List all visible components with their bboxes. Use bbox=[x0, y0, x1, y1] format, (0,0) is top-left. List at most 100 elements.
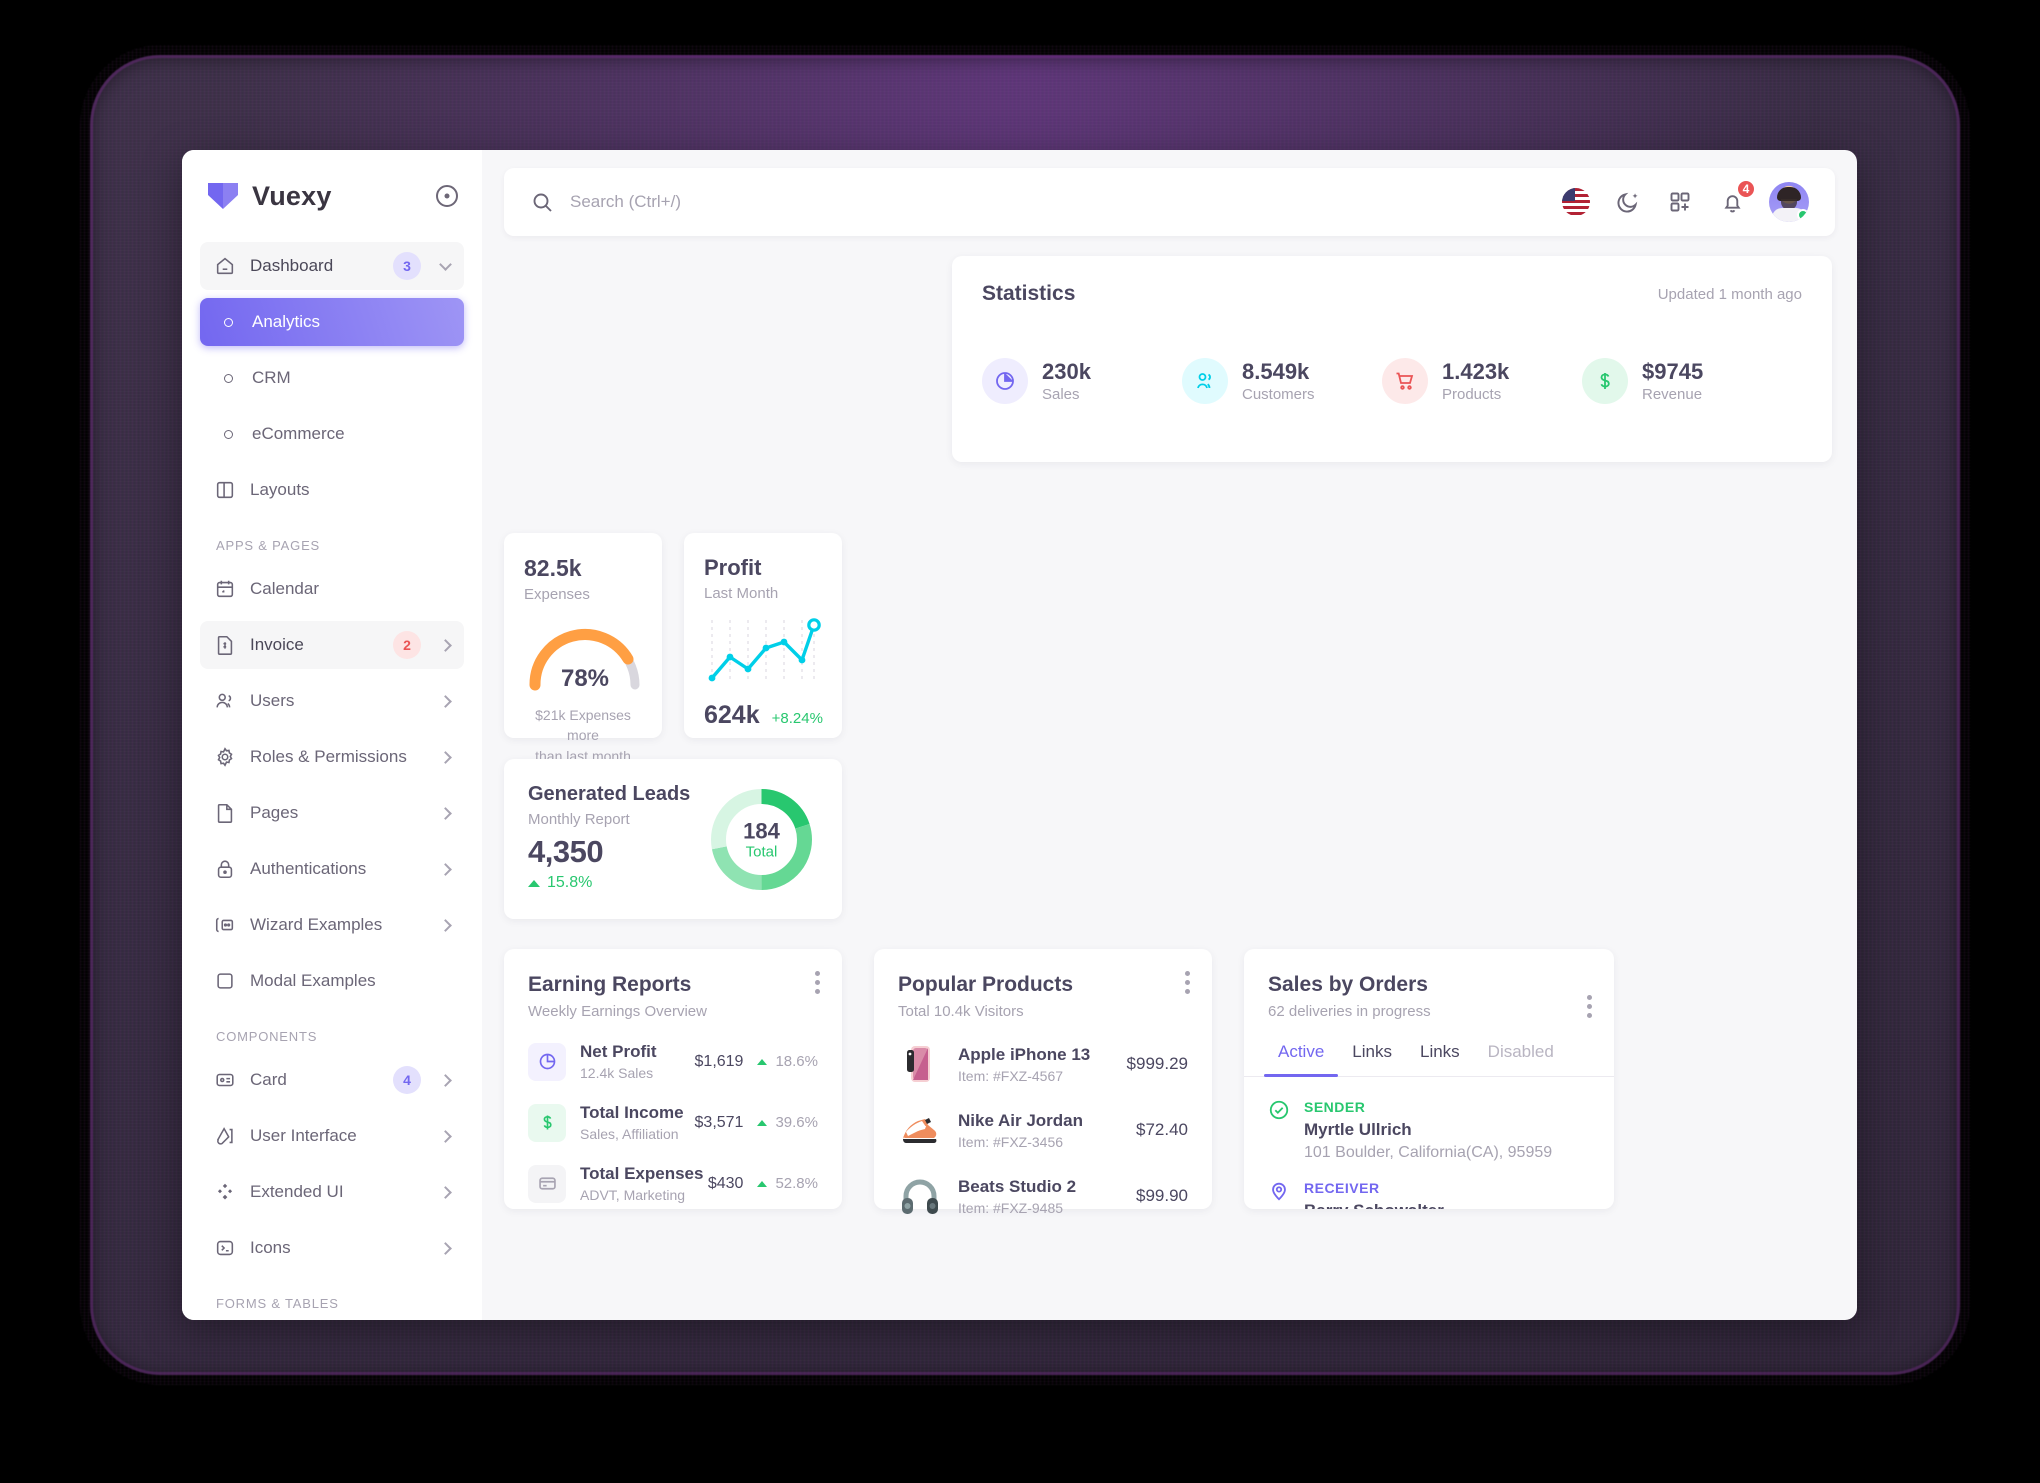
sidebar-nav: Dashboard 3 Analytics CRM eCommerce La bbox=[182, 242, 482, 1320]
shortcuts-button[interactable] bbox=[1665, 187, 1695, 217]
earning-row-title: Total Expenses bbox=[580, 1164, 704, 1183]
notifications-button[interactable]: 4 bbox=[1717, 179, 1756, 217]
leads-title: Generated Leads bbox=[528, 783, 691, 805]
statistic-label: Products bbox=[1442, 386, 1502, 404]
chevron-right-icon[interactable] bbox=[439, 1129, 452, 1143]
caret-up-icon bbox=[757, 1180, 768, 1187]
chevron-right-icon[interactable] bbox=[439, 1185, 452, 1199]
profit-card: Profit Last Month 624k +8.24% bbox=[684, 533, 842, 738]
earning-row-change: 52.8% bbox=[757, 1175, 818, 1192]
sidebar-item-ecommerce[interactable]: eCommerce bbox=[200, 410, 464, 458]
statistic-value: 1.423k bbox=[1442, 358, 1510, 384]
grid-plus-icon bbox=[1670, 192, 1690, 212]
sidebar-item-label: Users bbox=[250, 691, 295, 710]
sidebar-item-users[interactable]: Users bbox=[200, 677, 464, 725]
sidebar-item-roles-permissions[interactable]: Roles & Permissions bbox=[200, 733, 464, 781]
leads-value: 4,350 bbox=[528, 834, 604, 869]
sales-tabs: Active Links Links Disabled bbox=[1244, 1042, 1614, 1077]
invoice-icon bbox=[217, 635, 233, 655]
product-price: $72.40 bbox=[1136, 1120, 1188, 1139]
sidebar-item-card[interactable]: Card 4 bbox=[200, 1056, 464, 1104]
sidebar-item-icons[interactable]: Icons bbox=[200, 1224, 464, 1272]
timeline-name: Barry Schowalter bbox=[1304, 1201, 1550, 1209]
chevron-right-icon[interactable] bbox=[439, 806, 452, 820]
sidebar-item-invoice[interactable]: Invoice 2 bbox=[200, 621, 464, 669]
tab-active[interactable]: Active bbox=[1264, 1042, 1339, 1077]
sales-timeline: SENDER Myrtle Ullrich 101 Boulder, Calif… bbox=[1244, 1077, 1614, 1209]
brand-name: Vuexy bbox=[252, 180, 332, 211]
vuexy-heart-logo-icon bbox=[208, 183, 238, 209]
calendar-icon bbox=[216, 580, 234, 598]
more-options-icon[interactable] bbox=[1185, 971, 1190, 998]
more-options-icon[interactable] bbox=[1587, 995, 1592, 1022]
sidebar-item-pages[interactable]: Pages bbox=[200, 789, 464, 837]
sidebar-item-dashboard[interactable]: Dashboard 3 bbox=[200, 242, 464, 290]
terminal-icon bbox=[216, 1240, 234, 1256]
modal-square-icon bbox=[217, 973, 233, 989]
chevron-right-icon[interactable] bbox=[439, 862, 452, 876]
card-title: Statistics bbox=[982, 282, 1076, 305]
card-subtitle: 62 deliveries in progress bbox=[1268, 1003, 1431, 1020]
chevron-right-icon[interactable] bbox=[439, 1073, 452, 1087]
more-options-icon[interactable] bbox=[815, 971, 820, 998]
caret-up-icon bbox=[757, 1119, 768, 1126]
sidebar-item-modal-examples[interactable]: Modal Examples bbox=[200, 957, 464, 1005]
expenses-value: 82.5k bbox=[524, 555, 582, 581]
chevron-right-icon[interactable] bbox=[439, 918, 452, 932]
users-icon bbox=[216, 693, 232, 708]
language-selector[interactable] bbox=[1561, 187, 1591, 217]
expenses-gauge-chart: 78% bbox=[524, 617, 646, 692]
chevron-right-icon[interactable] bbox=[439, 694, 452, 708]
earning-row-subtitle: 12.4k Sales bbox=[580, 1065, 654, 1081]
product-row-iphone: Apple iPhone 13 Item: #FXZ-4567 $999.29 bbox=[898, 1042, 1188, 1086]
theme-toggle-button[interactable] bbox=[1613, 187, 1643, 217]
pin-circle-icon[interactable] bbox=[436, 185, 458, 207]
earning-row-percent: 18.6% bbox=[775, 1053, 818, 1070]
statistics-items: 230k Sales 8.549k C bbox=[982, 358, 1802, 404]
avatar-hair bbox=[1777, 187, 1801, 201]
chevron-down-icon[interactable] bbox=[439, 257, 452, 271]
sidebar-item-label: Dashboard bbox=[250, 256, 334, 275]
product-row-nike: Nike Air Jordan Item: #FXZ-3456 $72.40 bbox=[898, 1108, 1188, 1152]
us-flag-icon bbox=[1562, 188, 1590, 216]
timeline-name: Myrtle Ullrich bbox=[1304, 1120, 1412, 1139]
sidebar-item-user-interface[interactable]: User Interface bbox=[200, 1112, 464, 1160]
timeline-role: SENDER bbox=[1304, 1099, 1366, 1115]
earning-row-title: Net Profit bbox=[580, 1042, 657, 1061]
sidebar: Vuexy Dashboard 3 Analytics CRM bbox=[182, 150, 482, 1320]
tab-links-2[interactable]: Links bbox=[1419, 1042, 1460, 1061]
sidebar-item-label: Calendar bbox=[250, 579, 319, 598]
caret-up-icon bbox=[528, 879, 540, 887]
sidebar-item-wizard-examples[interactable]: Wizard Examples bbox=[200, 901, 464, 949]
sidebar-item-label: User Interface bbox=[250, 1126, 357, 1145]
chevron-right-icon[interactable] bbox=[439, 750, 452, 764]
sidebar-item-label: Layouts bbox=[250, 480, 310, 499]
pie-chart-icon bbox=[528, 1042, 566, 1081]
sidebar-item-layouts[interactable]: Layouts bbox=[200, 466, 464, 514]
sidebar-item-label: Pages bbox=[250, 803, 299, 822]
card-title: Earning Reports bbox=[528, 973, 692, 996]
card-title: Sales by Orders bbox=[1268, 973, 1428, 996]
brand[interactable]: Vuexy bbox=[182, 150, 482, 242]
profit-value: 624k bbox=[704, 701, 760, 729]
tab-links-1[interactable]: Links bbox=[1352, 1042, 1392, 1061]
avatar[interactable] bbox=[1769, 182, 1809, 222]
leads-donut-label: Total bbox=[745, 843, 778, 861]
sidebar-item-extended-ui[interactable]: Extended UI bbox=[200, 1168, 464, 1216]
sidebar-item-calendar[interactable]: Calendar bbox=[200, 565, 464, 613]
card-subtitle: Total 10.4k Visitors bbox=[898, 1003, 1024, 1020]
sidebar-item-crm[interactable]: CRM bbox=[200, 354, 464, 402]
sales-header: Sales by Orders 62 deliveries in progres… bbox=[1244, 973, 1614, 1020]
dollar-icon bbox=[528, 1103, 566, 1142]
search-bar[interactable] bbox=[530, 190, 1561, 214]
chevron-right-icon[interactable] bbox=[439, 638, 452, 652]
sidebar-badge: 2 bbox=[393, 631, 421, 659]
chevron-right-icon[interactable] bbox=[439, 1241, 452, 1255]
bullet-dot-icon bbox=[224, 429, 233, 439]
home-icon bbox=[216, 257, 234, 275]
statistic-item-customers: 8.549k Customers bbox=[1182, 358, 1382, 404]
sidebar-item-analytics[interactable]: Analytics bbox=[200, 298, 464, 346]
sidebar-item-authentications[interactable]: Authentications bbox=[200, 845, 464, 893]
search-input[interactable] bbox=[570, 192, 950, 212]
earning-row-amount: $1,619 bbox=[694, 1052, 744, 1070]
